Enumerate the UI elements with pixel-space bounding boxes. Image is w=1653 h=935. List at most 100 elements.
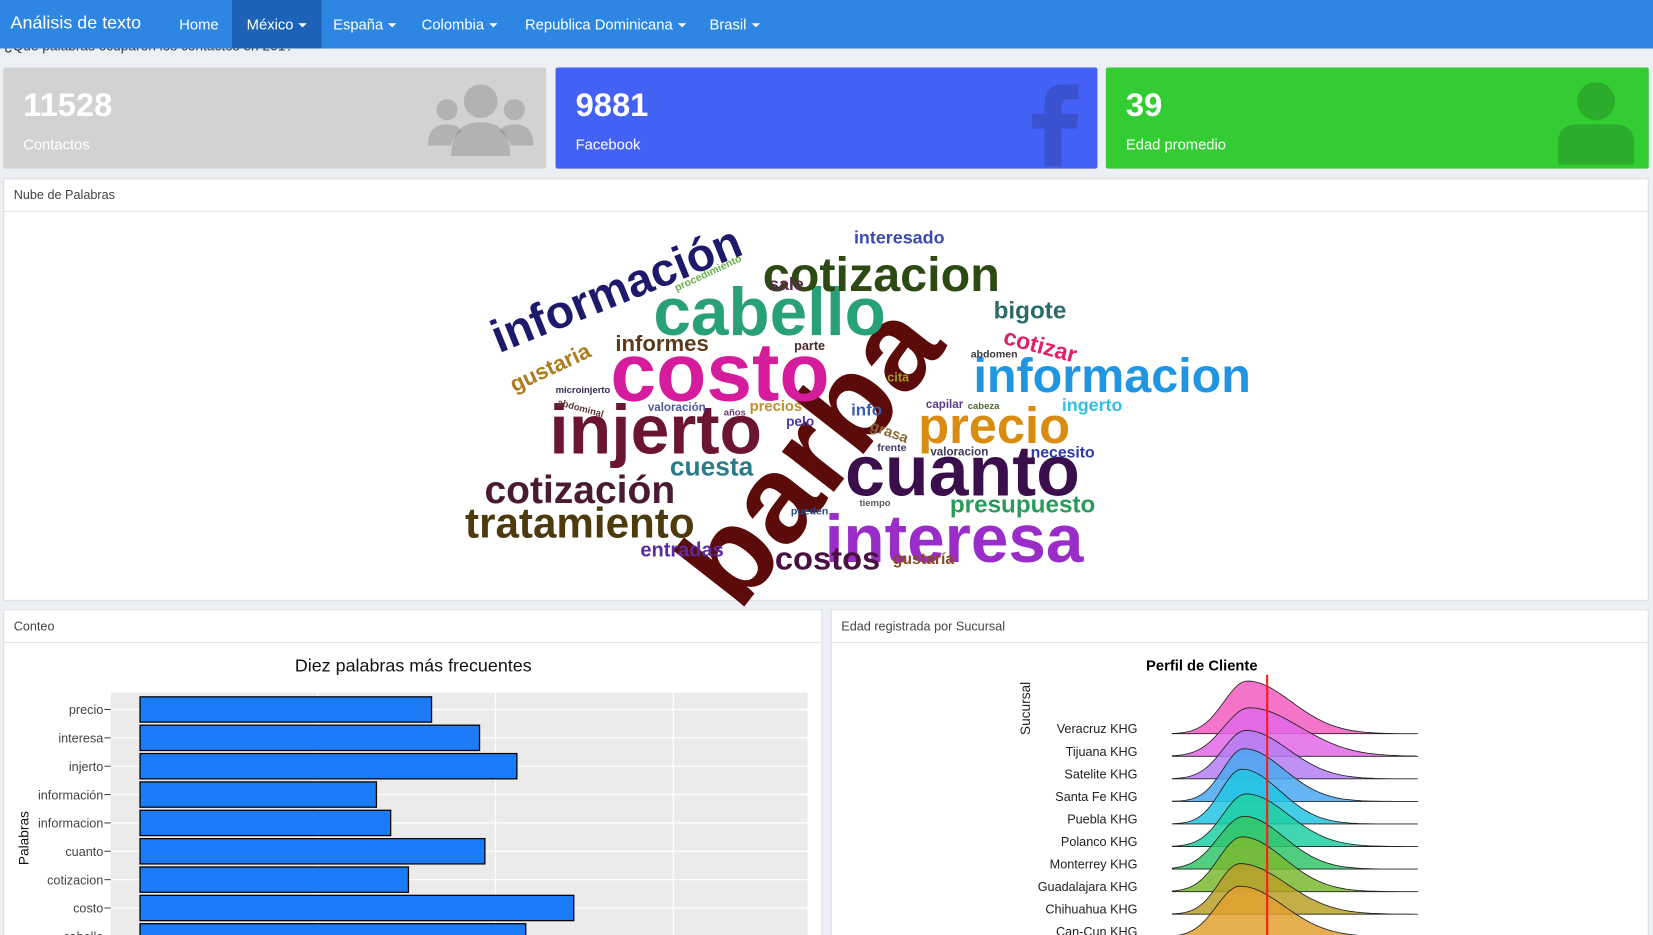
- cloud-word: parte: [794, 339, 825, 353]
- y-tick-label: cotizacion: [47, 873, 103, 887]
- y-tick-label: costo: [73, 902, 103, 916]
- cloud-word: valoración: [648, 402, 706, 414]
- y-tick-label: Puebla KHG: [1067, 812, 1137, 826]
- nav-label: Home: [179, 15, 219, 33]
- cloud-word: cuanto: [845, 431, 1080, 511]
- value-box: 39 Edad promedio: [1105, 67, 1649, 169]
- nav-item[interactable]: Republica Dominicana: [510, 0, 701, 48]
- brand[interactable]: Análisis de texto: [10, 12, 142, 33]
- nav-label: Brasil: [709, 15, 747, 33]
- y-tick-label: Can-Cun KHG: [1056, 925, 1138, 935]
- nav-item[interactable]: España: [318, 0, 411, 48]
- cloud-word: abdomen: [971, 348, 1018, 360]
- nav-item[interactable]: Brasil: [695, 0, 775, 48]
- cloud-word: sale: [769, 274, 804, 294]
- nav-label: Colombia: [421, 15, 485, 33]
- bar: [139, 752, 518, 780]
- cloud-word: cotizacion: [763, 248, 1000, 302]
- nav-item[interactable]: Home: [164, 0, 233, 48]
- bar: [139, 866, 410, 893]
- bar: [139, 781, 378, 808]
- cloud-word: gustaría: [893, 551, 955, 568]
- cloud-word: cuesta: [670, 451, 754, 481]
- y-tick-label: injerto: [69, 760, 103, 774]
- cloud-word: interesado: [854, 228, 945, 248]
- cloud-word: años: [724, 407, 746, 418]
- nav-item[interactable]: México: [231, 0, 322, 49]
- cloud-word: informacion: [973, 349, 1250, 403]
- wordcloud-panel: Nube de Palabras: [3, 178, 1649, 601]
- cloud-word: tiempo: [859, 498, 890, 509]
- value-box-number: 39: [1125, 86, 1163, 124]
- cloud-word: microinjerto: [556, 385, 611, 396]
- caret: [489, 23, 498, 28]
- value-box: 9881 Facebook: [555, 67, 1098, 169]
- y-tick-label: interesa: [58, 732, 104, 746]
- cloud-word: pueden: [791, 505, 828, 517]
- cloud-word: costo: [610, 328, 829, 419]
- y-tick-label: Polanco KHG: [1061, 835, 1138, 849]
- bar: [139, 724, 481, 752]
- value-box-label: Contactos: [23, 135, 90, 153]
- facebook-icon: [1032, 84, 1079, 167]
- y-tick-label: cuanto: [65, 845, 103, 859]
- cloud-word: bigote: [994, 297, 1067, 324]
- cloud-word: precios: [750, 399, 802, 415]
- navbar: Análisis de texto Home México España Colomb…: [0, 0, 1653, 49]
- cloud-word: ingerto: [1062, 395, 1123, 415]
- value-box-number: 9881: [575, 86, 649, 124]
- y-tick-label: informacion: [38, 817, 103, 831]
- cloud-word: precio: [918, 397, 1070, 454]
- y-axis-label: Sucursal: [1018, 682, 1033, 735]
- cloud-word: necesito: [1031, 445, 1095, 462]
- cloud-word: valoracion: [930, 446, 988, 458]
- chart-title: Perfil de Cliente: [1146, 658, 1257, 674]
- y-tick-label: Santa Fe KHG: [1055, 790, 1137, 804]
- y-tick-label: Satelite KHG: [1064, 767, 1137, 781]
- cloud-word: tratamiento: [465, 500, 695, 547]
- cloud-word: entradas: [640, 540, 723, 562]
- y-axis-label: Palabras: [16, 811, 31, 865]
- y-tick-label: precio: [69, 703, 103, 717]
- value-box: 11528 Contactos: [3, 67, 547, 169]
- panel-title: Nube de Palabras: [4, 179, 1648, 212]
- y-tick-label: información: [38, 788, 103, 802]
- user-icon: [1558, 82, 1635, 165]
- bar: [139, 696, 433, 723]
- value-box-number: 11528: [23, 86, 113, 124]
- y-tick-label: Chihuahua KHG: [1045, 903, 1137, 917]
- wordcloud: barbacostocabelloinjertocuantointeresain…: [465, 215, 1251, 630]
- value-box-label: Edad promedio: [1125, 135, 1226, 153]
- cloud-word: costos: [775, 539, 880, 576]
- y-tick-label: Guadalajara KHG: [1038, 880, 1138, 894]
- chart-title: Diez palabras más frecuentes: [295, 656, 532, 676]
- cloud-word: interesa: [825, 502, 1084, 577]
- cloud-word: presupuesto: [950, 491, 1095, 518]
- cloud-word: cabeza: [968, 401, 1000, 412]
- caret: [751, 23, 761, 28]
- cloud-word: cotización: [484, 469, 675, 512]
- nav-label: Republica Dominicana: [524, 15, 673, 33]
- y-tick-label: cabello: [63, 930, 103, 935]
- caret: [298, 23, 308, 28]
- caret: [388, 23, 397, 28]
- panel-title: Conteo: [4, 610, 822, 644]
- panel-title: Edad registrada por Sucursal: [831, 610, 1648, 644]
- cloud-word: informes: [615, 331, 708, 356]
- cloud-word: frente: [877, 442, 906, 454]
- y-tick-label: Monterrey KHG: [1050, 858, 1138, 872]
- nav-item[interactable]: Colombia: [407, 0, 513, 48]
- users-icon: [428, 84, 534, 157]
- cloud-word: cita: [887, 371, 910, 385]
- y-tick-label: Tijuana KHG: [1066, 745, 1138, 759]
- value-box-label: Facebook: [575, 135, 641, 153]
- cloud-word: info: [851, 400, 882, 419]
- bar: [139, 809, 392, 837]
- y-tick-label: Veracruz KHG: [1057, 722, 1138, 736]
- cloud-word: cabello: [653, 275, 885, 350]
- cloud-word: injerto: [549, 390, 762, 468]
- cloud-word: pelo: [786, 414, 814, 429]
- caret: [677, 23, 687, 28]
